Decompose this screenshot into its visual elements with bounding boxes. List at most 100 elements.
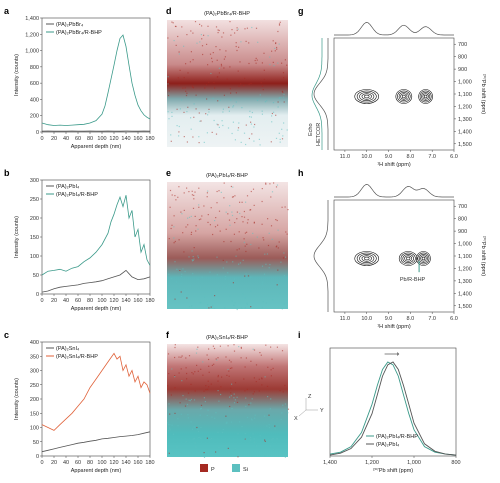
speckle (178, 186, 180, 188)
speckle (273, 111, 275, 113)
speckle (229, 396, 231, 398)
speckle (272, 40, 274, 42)
speckle (271, 358, 273, 360)
speckle (174, 261, 176, 263)
y-axis-title: ²⁰⁷Pb shift (ppm) (480, 236, 487, 276)
speckle (270, 141, 272, 143)
speckle (208, 81, 210, 83)
contour-peak-2 (423, 94, 428, 99)
speckle (245, 143, 247, 146)
speckle (276, 48, 278, 50)
speckle (179, 269, 181, 271)
speckle (207, 380, 209, 382)
speckle (211, 131, 213, 133)
speckle (193, 198, 195, 200)
speckle (250, 116, 252, 118)
y-tick-label-b: 50 (33, 273, 39, 279)
speckle (171, 111, 173, 113)
speckle (207, 114, 209, 116)
speckle (284, 59, 286, 61)
speckle (198, 136, 200, 138)
speckle (217, 100, 219, 102)
speckle (203, 456, 206, 458)
speckle (249, 452, 251, 454)
speckle (228, 359, 231, 361)
speckle (270, 369, 272, 371)
speckle (219, 230, 221, 232)
speckle (178, 239, 180, 241)
x-tick-label-b: 100 (97, 298, 106, 304)
speckle (172, 22, 174, 24)
speckle (222, 111, 224, 113)
speckle (244, 232, 246, 234)
speckle (214, 226, 217, 228)
speckle (190, 285, 192, 287)
speckle (284, 384, 286, 387)
speckle (233, 344, 235, 346)
speckle (200, 368, 202, 370)
speckle (234, 222, 236, 224)
speckle (204, 401, 206, 403)
speckle (245, 201, 247, 203)
panel-title-f: (PA)₂SnI₄/R-BHP (206, 335, 248, 341)
speckle (266, 425, 268, 427)
x-tick-label-c: 120 (109, 460, 118, 466)
speckle (215, 46, 217, 48)
speckle (187, 106, 189, 108)
speckle (283, 303, 285, 305)
speckle (187, 72, 189, 74)
y-tick-label-a: 600 (30, 81, 39, 87)
speckle (284, 206, 286, 208)
speckle (286, 64, 288, 66)
speckle (201, 38, 203, 40)
speckle (269, 445, 271, 447)
speckle (265, 182, 267, 184)
y-tick-label: 1,300 (458, 279, 472, 285)
speckle (225, 50, 227, 52)
speckle (190, 215, 192, 217)
speckle (268, 414, 270, 416)
tof-sims-map-d (167, 20, 288, 147)
speckle (192, 207, 195, 209)
speckle (246, 231, 248, 233)
speckle (278, 23, 281, 25)
speckle (218, 190, 220, 192)
speckle (177, 35, 179, 38)
y-tick-label: 1,500 (458, 142, 472, 148)
speckle (225, 228, 227, 230)
speckle (281, 128, 283, 130)
speckle (168, 238, 170, 240)
speckle (232, 121, 234, 123)
y-tick-label: 1,400 (458, 129, 472, 135)
speckle (286, 453, 288, 455)
speckle (190, 421, 192, 423)
speckle (233, 304, 235, 306)
speckle (167, 111, 169, 113)
speckle (240, 346, 242, 348)
speckle (277, 247, 279, 249)
speckle (207, 304, 209, 306)
speckle (281, 90, 283, 92)
panel-label-h: h (298, 168, 304, 178)
speckle (269, 56, 271, 58)
speckle (181, 99, 183, 101)
panel-label-f: f (166, 330, 170, 340)
speckle (225, 278, 227, 280)
speckle (267, 244, 270, 247)
speckle (269, 183, 271, 185)
speckle (181, 213, 183, 215)
speckle (250, 436, 252, 438)
y-axis-title-a: Intensity (counts) (14, 54, 20, 96)
speckle (263, 273, 266, 275)
speckle (261, 378, 263, 380)
y-tick-label: 1,400 (458, 291, 472, 297)
x-tick-label-a: 0 (40, 136, 43, 142)
speckle (191, 85, 193, 87)
speckle (194, 21, 197, 23)
speckle (194, 191, 196, 193)
contour-peak-2 (420, 255, 427, 262)
speckle (226, 422, 228, 424)
speckle (210, 72, 212, 75)
speckle (234, 278, 236, 280)
axis3d-label-x: X (294, 416, 298, 422)
